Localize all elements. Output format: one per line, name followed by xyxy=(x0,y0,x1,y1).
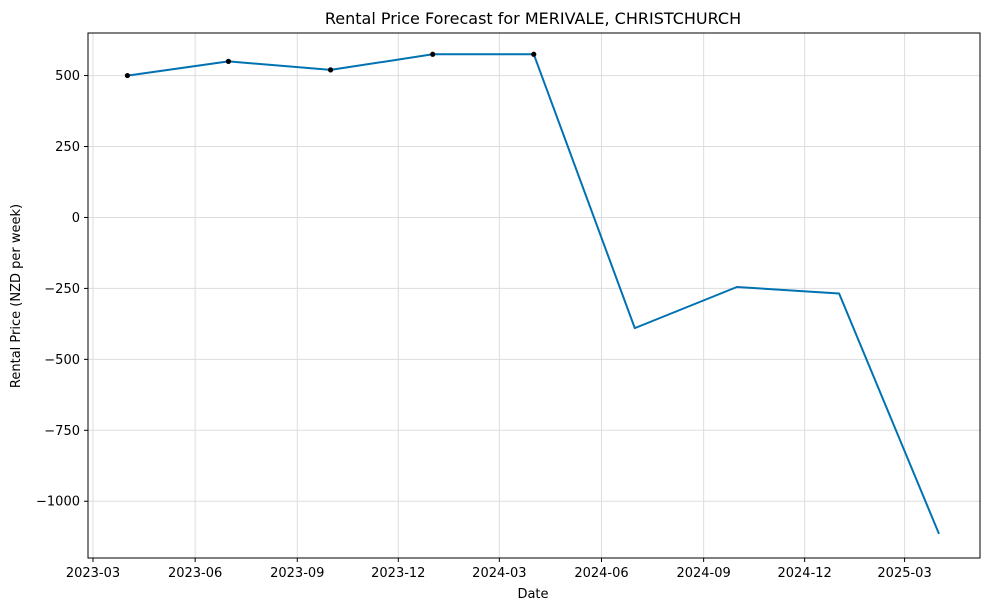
observed-point xyxy=(531,51,537,57)
axis-ticks: 2023-03 2023-06 2023-09 2023-12 2024-03 2024-… xyxy=(36,69,932,581)
y-tick-label: −250 xyxy=(44,282,80,297)
observed-point xyxy=(124,72,131,79)
y-tick-label: 500 xyxy=(55,69,80,84)
x-tick-label: 2024-03 xyxy=(472,566,526,581)
observed-points xyxy=(124,51,537,79)
observed-point xyxy=(327,67,334,73)
x-tick-label: 2023-12 xyxy=(371,566,425,581)
y-tick-label: 250 xyxy=(55,140,80,155)
grid-lines xyxy=(88,33,980,558)
x-tick-label: 2024-06 xyxy=(574,566,628,581)
observed-point xyxy=(430,51,436,57)
x-axis-label: Date xyxy=(517,587,548,602)
plot-area-frame xyxy=(87,32,981,559)
x-tick-label: 2023-09 xyxy=(270,566,324,581)
y-tick-label: −1000 xyxy=(36,495,80,510)
chart-title: Rental Price Forecast for MERIVALE, CHRI… xyxy=(325,9,741,28)
y-tick-label: −500 xyxy=(44,353,80,368)
x-tick-label: 2023-03 xyxy=(66,566,120,581)
observed-point xyxy=(225,58,232,64)
x-tick-label: 2025-03 xyxy=(877,566,931,581)
y-tick-label: 0 xyxy=(72,211,80,226)
y-axis-label: Rental Price (NZD per week) xyxy=(9,204,24,388)
y-tick-label: −750 xyxy=(44,424,80,439)
x-tick-label: 2024-09 xyxy=(676,566,730,581)
x-tick-label: 2023-06 xyxy=(168,566,222,581)
x-tick-label: 2024-12 xyxy=(777,566,831,581)
